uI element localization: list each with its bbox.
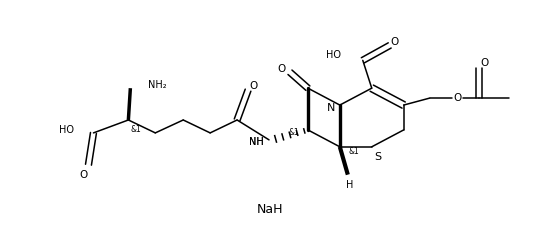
- Text: &1: &1: [289, 128, 299, 137]
- Text: O: O: [453, 93, 462, 103]
- Text: O: O: [278, 64, 286, 74]
- Text: O: O: [480, 58, 488, 68]
- Text: O: O: [79, 170, 88, 180]
- Text: O: O: [249, 81, 257, 91]
- Text: H: H: [346, 180, 353, 190]
- Text: NH: NH: [249, 137, 264, 147]
- Text: HO: HO: [326, 50, 341, 60]
- Text: S: S: [375, 152, 382, 162]
- Text: HO: HO: [59, 125, 73, 135]
- Text: NH₂: NH₂: [148, 80, 167, 90]
- Text: N: N: [327, 103, 335, 113]
- Text: &1: &1: [348, 147, 359, 156]
- Text: NH: NH: [249, 137, 264, 147]
- Text: &1: &1: [131, 125, 142, 134]
- Text: NaH: NaH: [257, 203, 283, 216]
- Text: O: O: [391, 38, 399, 48]
